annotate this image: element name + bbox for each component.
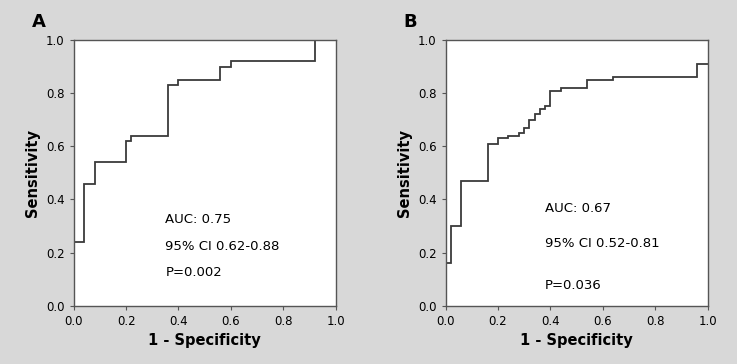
Text: AUC: 0.75: AUC: 0.75 [165, 213, 231, 226]
Text: 95% CI 0.52-0.81: 95% CI 0.52-0.81 [545, 237, 660, 250]
Text: B: B [404, 13, 417, 31]
Text: P=0.036: P=0.036 [545, 280, 602, 293]
X-axis label: 1 - Specificity: 1 - Specificity [148, 333, 261, 348]
Text: 95% CI 0.62-0.88: 95% CI 0.62-0.88 [165, 240, 280, 253]
Y-axis label: Sensitivity: Sensitivity [26, 129, 41, 217]
Text: A: A [32, 13, 46, 31]
Text: AUC: 0.67: AUC: 0.67 [545, 202, 611, 215]
Y-axis label: Sensitivity: Sensitivity [397, 129, 413, 217]
Text: P=0.002: P=0.002 [165, 266, 222, 279]
X-axis label: 1 - Specificity: 1 - Specificity [520, 333, 633, 348]
